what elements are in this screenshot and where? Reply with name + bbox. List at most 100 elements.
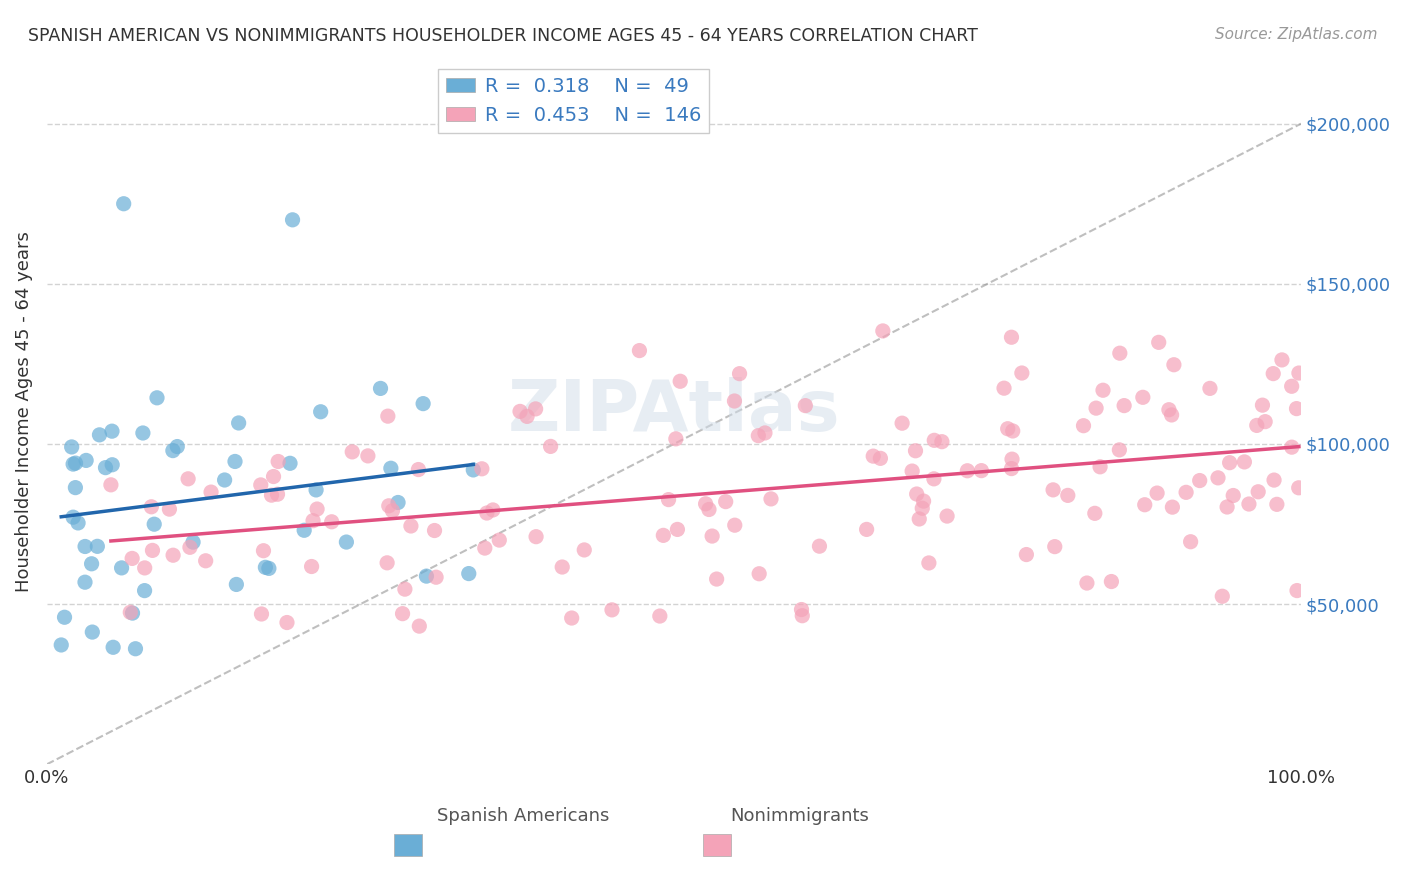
Point	[1246, 418, 1268, 433]
Point	[657, 492, 679, 507]
Point	[1247, 484, 1270, 499]
Point	[141, 500, 163, 514]
Point	[706, 572, 728, 586]
Point	[524, 530, 547, 544]
Text: SPANISH AMERICAN VS NONIMMIGRANTS HOUSEHOLDER INCOME AGES 45 - 64 YEARS CORRELAT: SPANISH AMERICAN VS NONIMMIGRANTS HOUSEH…	[28, 27, 979, 45]
Point	[516, 409, 538, 424]
Point	[412, 397, 434, 411]
Point	[1175, 485, 1198, 500]
Point	[931, 434, 953, 449]
Point	[357, 449, 380, 463]
Point	[1161, 500, 1184, 515]
Point	[101, 424, 124, 438]
Point	[1285, 401, 1308, 416]
Point	[260, 488, 283, 502]
Point	[1285, 583, 1308, 598]
Point	[101, 458, 124, 472]
Point	[905, 487, 928, 501]
Point	[1085, 401, 1108, 416]
Point	[257, 561, 280, 575]
Point	[754, 425, 776, 440]
Point	[132, 425, 155, 440]
Point	[1281, 440, 1303, 454]
Point	[276, 615, 298, 630]
Point	[67, 516, 90, 530]
Text: Spanish Americans: Spanish Americans	[437, 806, 610, 824]
Point	[997, 422, 1019, 436]
Point	[509, 404, 531, 418]
Point	[855, 523, 877, 537]
Point	[377, 409, 399, 424]
Point	[904, 443, 927, 458]
Text: Nonimmigrants: Nonimmigrants	[730, 806, 869, 824]
Point	[121, 606, 143, 620]
Point	[714, 494, 737, 508]
Point	[911, 501, 934, 516]
Point	[908, 512, 931, 526]
Point	[60, 440, 83, 454]
Point	[281, 212, 304, 227]
Point	[475, 506, 498, 520]
Point	[1084, 506, 1107, 520]
Point	[1108, 346, 1130, 360]
Point	[1015, 548, 1038, 562]
Point	[194, 554, 217, 568]
Point	[423, 524, 446, 538]
Point	[387, 495, 409, 509]
Point	[415, 569, 437, 583]
Point	[1001, 452, 1024, 467]
Point	[1076, 576, 1098, 591]
Point	[162, 443, 184, 458]
Point	[1160, 408, 1182, 422]
Point	[301, 559, 323, 574]
Point	[141, 543, 163, 558]
Point	[747, 428, 769, 442]
Text: ZIPAtlas: ZIPAtlas	[508, 377, 841, 446]
Point	[540, 439, 562, 453]
Point	[1271, 352, 1294, 367]
Point	[121, 551, 143, 566]
Point	[652, 528, 675, 542]
Point	[1219, 456, 1241, 470]
Point	[794, 399, 817, 413]
Point	[1147, 335, 1170, 350]
Point	[792, 608, 814, 623]
Point	[214, 473, 236, 487]
Point	[869, 451, 891, 466]
Point	[94, 460, 117, 475]
Point	[993, 381, 1015, 395]
Point	[177, 472, 200, 486]
Point	[381, 504, 404, 518]
Point	[1263, 367, 1285, 381]
Point	[391, 607, 413, 621]
Text: Source: ZipAtlas.com: Source: ZipAtlas.com	[1215, 27, 1378, 42]
Point	[1288, 366, 1310, 380]
Point	[124, 641, 146, 656]
Point	[922, 472, 945, 486]
Point	[1199, 381, 1222, 395]
Point	[75, 453, 97, 467]
Point	[790, 602, 813, 616]
Point	[1211, 589, 1233, 603]
Point	[162, 548, 184, 562]
Point	[1132, 390, 1154, 404]
Point	[574, 543, 596, 558]
Point	[73, 575, 96, 590]
Point	[101, 640, 124, 655]
Point	[648, 609, 671, 624]
Point	[524, 401, 547, 416]
Point	[62, 457, 84, 471]
Point	[309, 405, 332, 419]
Point	[80, 557, 103, 571]
Point	[759, 491, 782, 506]
Point	[1092, 383, 1115, 397]
Point	[250, 607, 273, 621]
Point	[1281, 379, 1303, 393]
Point	[120, 605, 142, 619]
Point	[808, 539, 831, 553]
Point	[628, 343, 651, 358]
Point	[408, 462, 430, 476]
Point	[252, 543, 274, 558]
Point	[399, 519, 422, 533]
Point	[342, 445, 364, 459]
